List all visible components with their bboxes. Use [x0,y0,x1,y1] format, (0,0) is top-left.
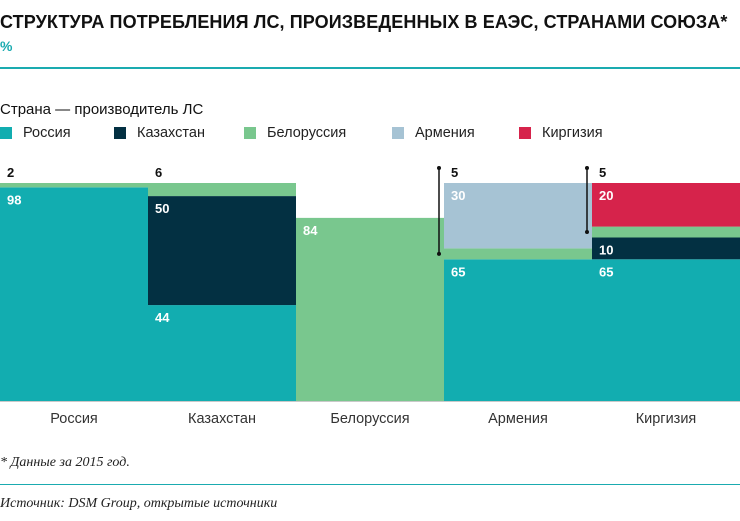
legend-swatch-kyrgyzstan [519,127,531,139]
data-label-armenia-armenia: 30 [451,188,465,203]
bar-segment-russia-belarus [0,183,148,188]
legend-label-russia: Россия [23,125,71,141]
bar-segment-armenia-belarus [444,248,592,260]
bar-segment-armenia-armenia [444,183,592,249]
data-label-kazakhstan-belarus: 6 [155,165,162,180]
legend-label-kazakhstan: Казахстан [137,125,205,141]
legend-item-armenia: Армения [392,123,475,143]
bar-segment-kazakhstan-belarus [148,183,296,197]
data-label-russia-belarus: 2 [7,165,14,180]
source-note: Источник: DSM Group, открытые источники [0,496,278,511]
legend-label-belarus: Белоруссия [267,125,347,141]
data-label-kyrgyzstan-kyrgyzstan: 20 [599,188,613,203]
data-label-kazakhstan-kazakhstan: 50 [155,201,169,216]
bar-segment-kazakhstan-russia [148,305,296,401]
legend-item-kyrgyzstan: Киргизия [519,123,603,143]
data-label-kyrgyzstan-kazakhstan: 10 [599,243,613,258]
axis-label-russia: Россия [50,411,98,427]
legend-swatch-belarus [244,127,256,139]
bar-segment-kazakhstan-kazakhstan [148,196,296,306]
axis-label-armenia: Армения [488,411,548,427]
bottom-rule [0,484,740,485]
legend-swatch-russia [0,127,12,139]
legend: Россия Казахстан Белоруссия Армения Киргизия [0,123,740,143]
legend-title: Страна — производитель ЛС [0,101,204,118]
leader-dot-bottom-kyrgyzstan [585,230,589,235]
axis-label-kyrgyzstan: Киргизия [636,411,697,427]
legend-swatch-armenia [392,127,404,139]
data-label-belarus-belarus: 84 [303,223,318,238]
legend-label-armenia: Армения [415,125,475,141]
data-label-kazakhstan-russia: 44 [155,310,170,325]
bar-segment-kyrgyzstan-kyrgyzstan [592,183,740,227]
bar-segment-belarus-belarus [296,217,444,401]
legend-item-kazakhstan: Казахстан [114,123,205,143]
leader-dot-top-armenia [437,166,441,170]
legend-item-belarus: Белоруссия [244,123,346,143]
data-label-russia-russia: 98 [7,192,21,207]
top-rule [0,67,740,69]
leader-dot-bottom-armenia [437,251,441,256]
bar-segment-kyrgyzstan-kazakhstan [592,237,740,260]
chart-title: СТРУКТУРА ПОТРЕБЛЕНИЯ ЛС, ПРОИЗВЕДЕННЫХ … [0,12,728,32]
bar-segment-armenia-russia [444,259,592,401]
footnote: * Данные за 2015 год. [0,455,130,470]
data-label-kyrgyzstan-russia: 65 [599,264,613,279]
bar-segment-kyrgyzstan-russia [592,259,740,401]
bar-segment-russia-russia [0,187,148,401]
axis-label-belarus: Белоруссия [330,411,409,427]
legend-item-russia: Россия [0,123,71,143]
data-label-armenia-belarus: 5 [451,165,458,180]
legend-swatch-kazakhstan [114,127,126,139]
bar-segment-kyrgyzstan-belarus [592,226,740,238]
stacked-bar-chart: 2 98 6 50 44 84 5 30 65 5 20 10 65 Россия Казахстан Бел… [0,165,740,427]
legend-label-kyrgyzstan: Киргизия [542,125,603,141]
axis-label-kazakhstan: Казахстан [188,411,256,427]
leader-dot-top-kyrgyzstan [585,166,589,170]
data-label-armenia-russia: 65 [451,264,465,279]
data-label-kyrgyzstan-belarus: 5 [599,165,606,180]
unit-label: % [0,38,13,54]
